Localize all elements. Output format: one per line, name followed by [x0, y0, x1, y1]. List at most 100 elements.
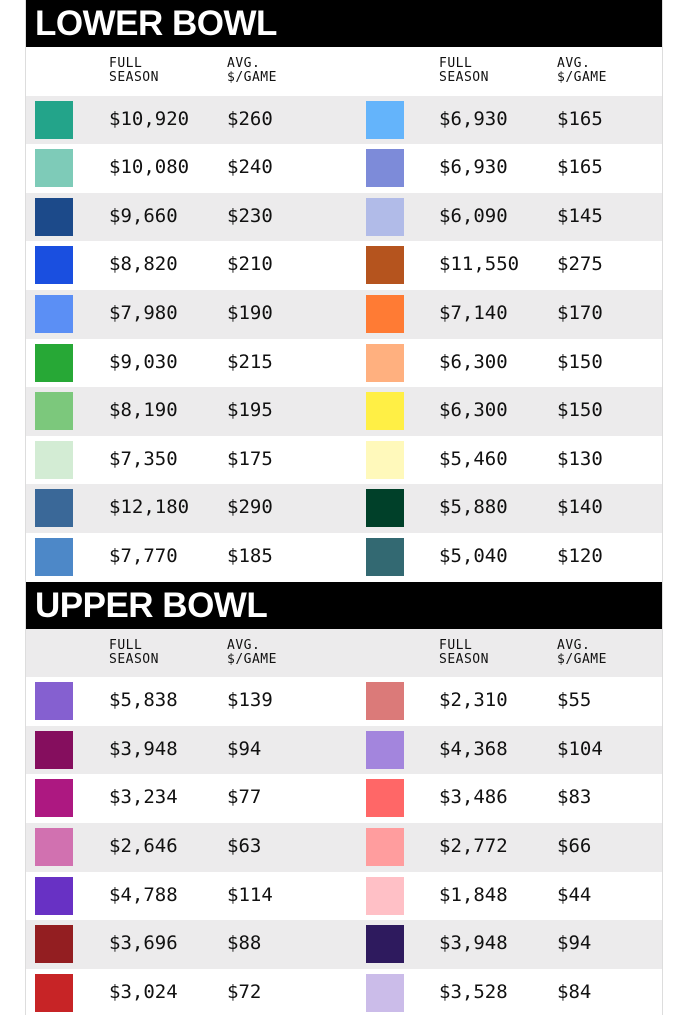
- column-header: FULL: [439, 56, 473, 71]
- full-season-price: $2,772: [439, 835, 508, 857]
- column-header: FULL: [109, 637, 143, 653]
- color-swatch: [35, 100, 73, 139]
- full-season-price: $6,930: [439, 107, 508, 130]
- full-season-price: $3,696: [109, 932, 178, 955]
- table-row: $9,660 $230 $6,090 $145: [26, 192, 662, 242]
- avg-game-price: $130: [557, 447, 603, 470]
- avg-game-price: $165: [557, 107, 603, 130]
- full-season-price: $4,368: [439, 737, 508, 760]
- color-swatch: [35, 295, 73, 333]
- full-season-price: $7,140: [439, 302, 508, 324]
- color-swatch: [35, 246, 73, 285]
- avg-game-price: $215: [227, 350, 273, 373]
- color-swatch: [366, 973, 404, 1012]
- avg-game-price: $83: [557, 786, 592, 809]
- full-season-price: $11,550: [439, 253, 520, 276]
- avg-game-price: $140: [557, 496, 603, 519]
- column-header: SEASON: [109, 70, 159, 85]
- column-header: AVG.: [557, 56, 591, 71]
- color-swatch: [366, 779, 404, 818]
- color-swatch: [366, 392, 404, 431]
- full-season-price: $4,788: [109, 883, 178, 906]
- avg-game-price: $275: [557, 253, 603, 276]
- color-swatch: [35, 730, 73, 769]
- avg-game-price: $66: [557, 835, 592, 857]
- color-swatch: [35, 682, 73, 721]
- avg-game-price: $175: [227, 447, 273, 470]
- full-season-price: $3,234: [109, 786, 178, 809]
- color-swatch: [35, 828, 73, 866]
- table-row: $2,646 $63 $2,772 $66: [26, 823, 662, 872]
- table-row: $9,030 $215 $6,300 $150: [26, 339, 662, 388]
- color-swatch: [366, 440, 404, 479]
- avg-game-price: $240: [227, 156, 273, 179]
- color-swatch: [366, 489, 404, 528]
- avg-game-price: $63: [227, 835, 262, 857]
- color-swatch: [35, 440, 73, 479]
- table-row: $7,350 $175 $5,460 $130: [26, 436, 662, 485]
- table-row: $10,920 $260 $6,930 $165: [26, 95, 662, 145]
- full-season-price: $6,090: [439, 204, 508, 227]
- avg-game-price: $139: [227, 689, 273, 712]
- avg-game-price: $150: [557, 399, 603, 422]
- avg-game-price: $260: [227, 107, 273, 130]
- avg-game-price: $145: [557, 204, 603, 227]
- avg-game-price: $77: [227, 786, 262, 809]
- avg-game-price: $94: [557, 932, 592, 955]
- full-season-price: $7,980: [109, 302, 178, 324]
- full-season-price: $3,528: [439, 980, 508, 1003]
- column-header: $/GAME: [227, 651, 277, 667]
- table-row: $3,024 $72 $3,528 $84: [26, 969, 662, 1018]
- column-header: $/GAME: [227, 70, 277, 85]
- color-swatch: [35, 343, 73, 382]
- table-row: $3,234 $77 $3,486 $83: [26, 774, 662, 823]
- section-title: LOWER BOWL: [26, 0, 662, 47]
- table-row: $5,838 $139 $2,310 $55: [26, 677, 662, 726]
- color-swatch: [366, 682, 404, 721]
- table-row: $7,770 $185 $5,040 $120: [26, 533, 662, 582]
- full-season-price: $6,930: [439, 156, 508, 179]
- column-header: SEASON: [439, 70, 489, 85]
- full-season-price: $3,024: [109, 980, 178, 1003]
- avg-game-price: $72: [227, 980, 262, 1003]
- color-swatch: [366, 538, 404, 576]
- column-header: FULL: [439, 637, 473, 653]
- full-season-price: $8,190: [109, 399, 178, 422]
- avg-game-price: $44: [557, 883, 592, 906]
- header-row: FULL SEASON AVG. $/GAME FULL SEASON AVG. $/GAME: [26, 47, 662, 96]
- avg-game-price: $150: [557, 350, 603, 373]
- color-swatch: [366, 730, 404, 769]
- color-swatch: [366, 246, 404, 285]
- price-table: LOWER BOWL FULL SEASON AVG. $/GAME FULL SEASON…: [25, 0, 663, 1015]
- color-swatch: [35, 973, 73, 1012]
- full-season-price: $6,300: [439, 399, 508, 422]
- avg-game-price: $120: [557, 545, 603, 567]
- table-row: $3,948 $94 $4,368 $104: [26, 725, 662, 775]
- color-swatch: [35, 925, 73, 964]
- color-swatch: [35, 779, 73, 818]
- full-season-price: $5,838: [109, 689, 178, 712]
- full-season-price: $8,820: [109, 253, 178, 276]
- avg-game-price: $94: [227, 737, 262, 760]
- full-season-price: $12,180: [109, 496, 190, 519]
- color-swatch: [366, 149, 404, 188]
- avg-game-price: $195: [227, 399, 273, 422]
- column-header: AVG.: [227, 56, 261, 71]
- color-swatch: [366, 828, 404, 866]
- full-season-price: $3,486: [439, 786, 508, 809]
- table-row: $10,080 $240 $6,930 $165: [26, 144, 662, 193]
- table-row: $8,820 $210 $11,550 $275: [26, 241, 662, 290]
- color-swatch: [35, 489, 73, 528]
- color-swatch: [366, 925, 404, 964]
- color-swatch: [366, 295, 404, 333]
- color-swatch: [35, 876, 73, 915]
- color-swatch: [366, 100, 404, 139]
- color-swatch: [35, 149, 73, 188]
- full-season-price: $7,770: [109, 545, 178, 567]
- column-header: $/GAME: [557, 651, 607, 667]
- column-header: $/GAME: [557, 70, 607, 85]
- avg-game-price: $290: [227, 496, 273, 519]
- full-season-price: $10,080: [109, 156, 190, 179]
- full-season-price: $1,848: [439, 883, 508, 906]
